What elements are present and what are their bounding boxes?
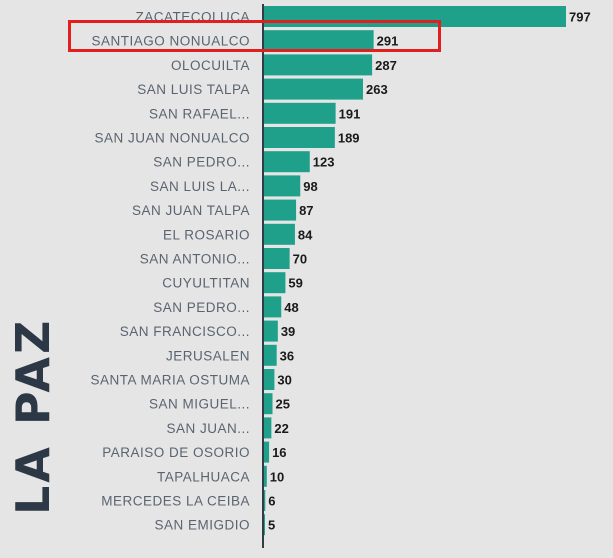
bar bbox=[263, 441, 270, 463]
bar bbox=[263, 296, 282, 318]
value-label: 123 bbox=[313, 155, 335, 170]
value-label: 191 bbox=[339, 106, 361, 121]
bar bbox=[263, 175, 301, 197]
value-label: 797 bbox=[569, 10, 591, 25]
value-label: 98 bbox=[303, 179, 317, 194]
category-label: SAN JUAN NONUALCO bbox=[94, 131, 250, 146]
category-label: EL ROSARIO bbox=[163, 227, 250, 242]
bar bbox=[263, 30, 374, 52]
value-label: 189 bbox=[338, 131, 360, 146]
bar bbox=[263, 417, 272, 439]
bar bbox=[263, 78, 363, 100]
category-label: SAN RAFAEL... bbox=[149, 106, 250, 121]
category-label: SAN JUAN... bbox=[166, 421, 250, 436]
value-label: 287 bbox=[375, 58, 397, 73]
bar bbox=[263, 199, 297, 221]
category-label: SAN LUIS LA... bbox=[150, 179, 250, 194]
bars-group bbox=[263, 6, 566, 536]
category-label: SAN PEDRO... bbox=[153, 155, 250, 170]
bar bbox=[263, 465, 267, 487]
value-label: 30 bbox=[277, 373, 291, 388]
value-label: 84 bbox=[298, 227, 313, 242]
region-label: LA PAZ bbox=[6, 317, 60, 515]
value-label: 36 bbox=[280, 348, 294, 363]
bar bbox=[263, 490, 266, 511]
category-label: SAN MIGUEL... bbox=[149, 397, 250, 412]
highlight-box bbox=[68, 20, 441, 52]
value-label: 263 bbox=[366, 82, 388, 97]
bar bbox=[263, 151, 310, 173]
bar bbox=[263, 102, 336, 124]
bar bbox=[263, 393, 273, 415]
category-label: SAN EMIGDIO bbox=[154, 518, 250, 533]
value-label: 25 bbox=[276, 397, 290, 412]
category-label: PARAISO DE OSORIO bbox=[102, 445, 250, 460]
category-label: OLOCUILTA bbox=[171, 58, 250, 73]
value-label: 59 bbox=[288, 276, 302, 291]
category-label: TAPALHUACA bbox=[157, 469, 250, 484]
bar bbox=[263, 127, 335, 148]
value-label: 6 bbox=[268, 494, 275, 509]
value-label: 39 bbox=[281, 324, 295, 339]
bar bbox=[263, 344, 277, 366]
bar bbox=[263, 248, 290, 269]
value-label: 16 bbox=[272, 445, 286, 460]
value-label: 70 bbox=[293, 252, 307, 267]
value-label: 291 bbox=[377, 34, 399, 49]
category-label: MERCEDES LA CEIBA bbox=[101, 494, 250, 509]
value-label: 22 bbox=[274, 421, 288, 436]
category-label: SAN FRANCISCO... bbox=[120, 324, 250, 339]
bar bbox=[263, 320, 278, 342]
bar bbox=[263, 54, 373, 76]
category-label: SANTIAGO NONUALCO bbox=[91, 34, 250, 49]
category-label: SANTA MARIA OSTUMA bbox=[90, 373, 250, 388]
bar bbox=[263, 223, 295, 245]
value-label: 87 bbox=[299, 203, 313, 218]
bar bbox=[263, 369, 275, 390]
category-label: CUYULTITAN bbox=[162, 276, 250, 291]
category-label: SAN LUIS TALPA bbox=[137, 82, 250, 97]
bar bbox=[263, 272, 286, 294]
category-label: SAN JUAN TALPA bbox=[132, 203, 250, 218]
category-label: SAN ANTONIO... bbox=[140, 252, 250, 267]
category-label: SAN PEDRO... bbox=[153, 300, 250, 315]
category-label: JERUSALEN bbox=[166, 348, 250, 363]
value-label: 5 bbox=[268, 518, 275, 533]
value-label: 48 bbox=[284, 300, 298, 315]
value-label: 10 bbox=[270, 469, 284, 484]
